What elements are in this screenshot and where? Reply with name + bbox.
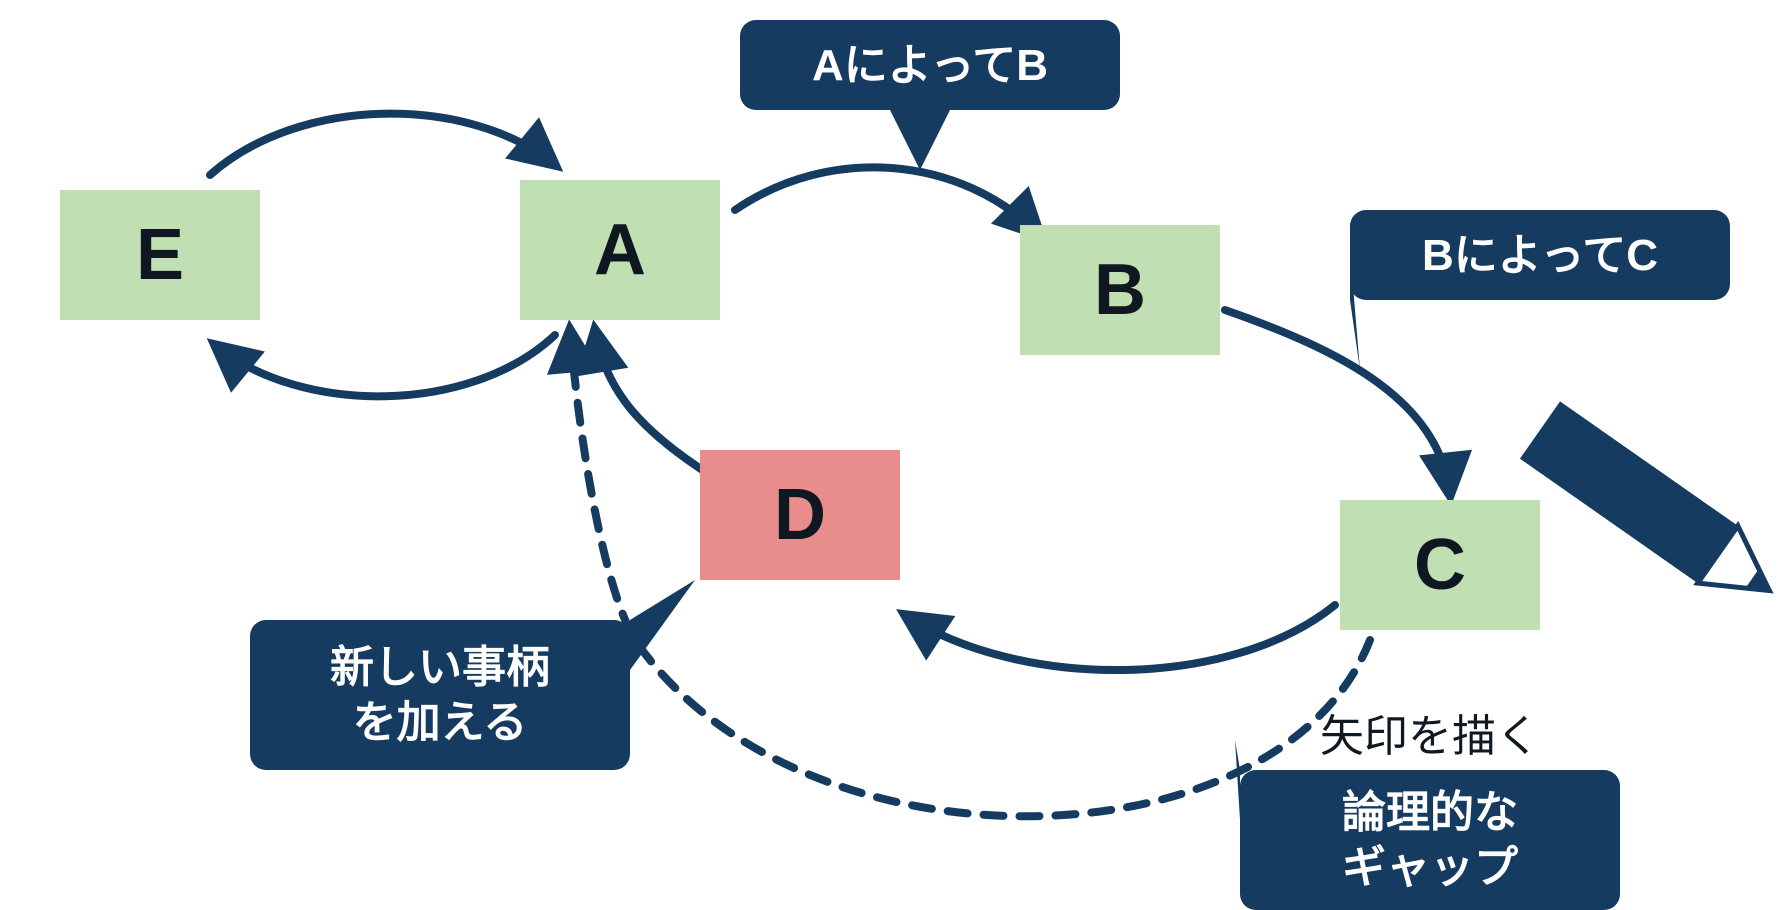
node-a-label: A <box>594 209 646 291</box>
edge-A_to_B <box>735 167 1040 235</box>
node-e-label: E <box>136 214 184 296</box>
node-a: A <box>520 180 720 320</box>
node-d-label: D <box>774 474 826 556</box>
edge-C_to_A_gap <box>570 330 1370 816</box>
node-c: C <box>1340 500 1540 630</box>
callout-a-to-b-text: AによってB <box>812 38 1048 93</box>
callout-new-item: 新しい事柄を加える <box>250 620 630 770</box>
callout-b-to-c: BによってC <box>1350 210 1730 300</box>
label-draw-arrow-text: 矢印を描く <box>1320 712 1540 761</box>
node-e: E <box>60 190 260 320</box>
edge-A_to_E_bot <box>215 335 555 396</box>
edge-B_to_C <box>1225 310 1450 495</box>
diagram-stage: { "canvas": { "width": 1780, "height": 9… <box>0 0 1780 910</box>
callout-new-item-text: 新しい事柄を加える <box>330 640 550 750</box>
callout-logic-gap: 論理的なギャップ <box>1240 770 1620 910</box>
label-draw-arrow: 矢印を描く <box>1320 700 1540 764</box>
callout-b-to-c-text: BによってC <box>1422 228 1658 283</box>
node-b: B <box>1020 225 1220 355</box>
edge-E_to_A_top <box>210 114 555 175</box>
node-b-label: B <box>1094 249 1146 331</box>
callout-logic-gap-text: 論理的なギャップ <box>1342 785 1518 895</box>
pencil-icon <box>1520 401 1780 619</box>
edge-D_to_A <box>595 330 710 475</box>
edge-C_to_D <box>905 605 1335 670</box>
node-d: D <box>700 450 900 580</box>
callout-a-to-b: AによってB <box>740 20 1120 110</box>
node-c-label: C <box>1414 524 1466 606</box>
